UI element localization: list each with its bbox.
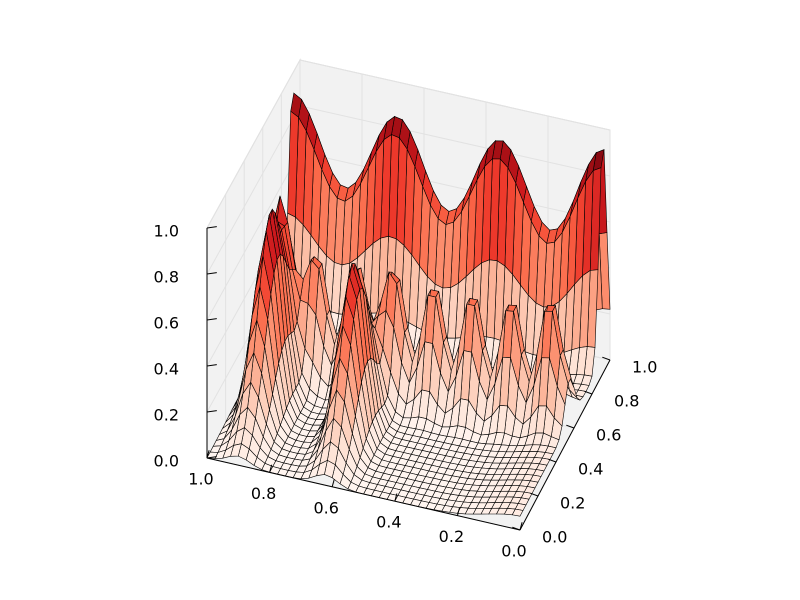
y-tick-label-mark: [602, 356, 611, 361]
y-tick-label: 0.6: [596, 426, 621, 445]
grid-line-back-z: [299, 105, 611, 177]
z-tick-label: 0.6: [154, 314, 179, 333]
z-tick-label: 1.0: [154, 222, 179, 241]
z-tick-label: 0.8: [154, 268, 179, 287]
y-tick-label: 0.8: [614, 392, 639, 411]
z-tick-label-mark: [206, 318, 217, 321]
axis-lines: [206, 228, 611, 531]
x-tick-label: 0.6: [313, 498, 338, 517]
z-tick-label: 0.0: [154, 452, 179, 471]
z-tick-label-mark: [206, 410, 217, 413]
z-axis-ticks: 0.0 0.2 0.4 0.6 0.8 1.0: [154, 222, 217, 471]
x-tick-label: 1.0: [188, 470, 213, 489]
grid-line-left-z: [206, 151, 301, 321]
y-axis-line: [519, 359, 611, 531]
z-tick-label-mark: [206, 272, 217, 275]
grid-line-back-z: [299, 59, 611, 131]
y-tick-label: 0.4: [578, 460, 603, 479]
y-tick-label-mark: [584, 390, 593, 395]
y-tick-label-mark: [548, 458, 557, 463]
y-tick-label-mark: [566, 424, 575, 429]
grid-line-back-z: [299, 151, 611, 223]
y-tick-label-mark: [512, 526, 521, 531]
x-tick-label-mark: [519, 522, 523, 531]
y-tick-label: 0.0: [542, 528, 567, 547]
y-axis-ticks: 0.0 0.2 0.4 0.6 0.8 1.0: [512, 356, 657, 547]
x-tick-label: 0.4: [376, 513, 401, 532]
z-tick-label: 0.2: [154, 406, 179, 425]
y-tick-label: 0.2: [560, 494, 585, 513]
z-tick-label-mark: [206, 456, 217, 459]
z-tick-label: 0.4: [154, 360, 179, 379]
z-tick-label-mark: [206, 226, 217, 229]
x-tick-label: 0.8: [251, 484, 276, 503]
x-tick-label-mark: [456, 507, 460, 516]
y-tick-label-mark: [530, 492, 539, 497]
x-tick-label: 0.0: [501, 542, 526, 561]
surface-mesh: [206, 92, 611, 517]
x-axis-ticks: 0.0 0.2 0.4 0.6 0.8 1.0: [188, 450, 527, 561]
grid-line-left-z: [206, 105, 301, 275]
x-tick-label-mark: [206, 450, 210, 459]
y-tick-label: 1.0: [632, 358, 657, 377]
x-tick-label-mark: [269, 464, 273, 473]
x-tick-label: 0.2: [439, 527, 464, 546]
z-tick-label-mark: [206, 364, 217, 367]
x-tick-label-mark: [394, 493, 398, 502]
grid-line-left-z: [206, 59, 301, 229]
x-tick-label-mark: [331, 478, 335, 487]
x-axis-line: [206, 457, 521, 531]
